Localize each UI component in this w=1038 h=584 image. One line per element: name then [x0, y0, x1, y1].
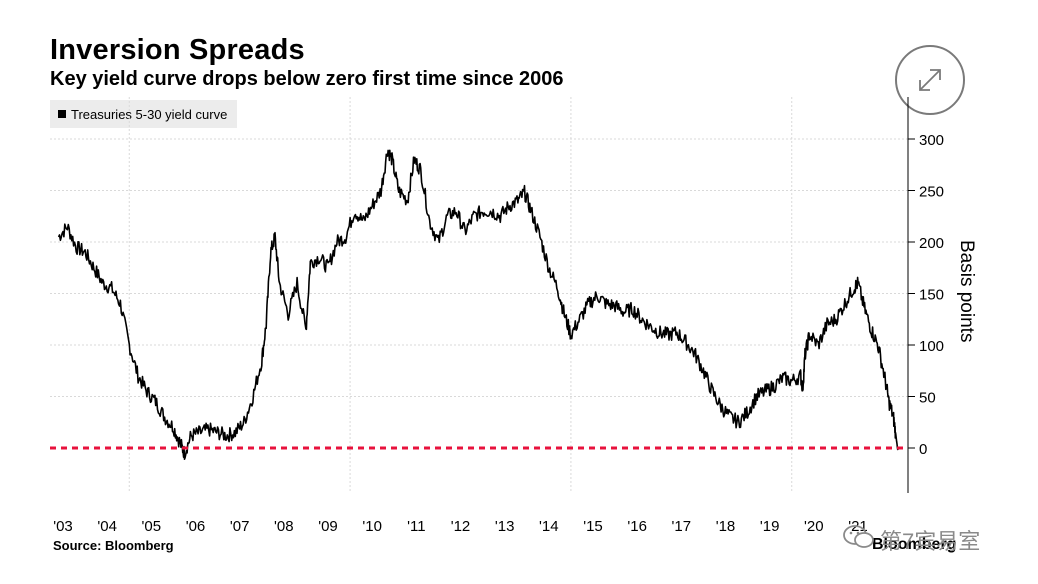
legend-swatch: [58, 110, 66, 118]
series-line: [57, 149, 899, 460]
x-tick-label: '15: [583, 518, 603, 535]
grid-lines: [50, 97, 908, 493]
legend-label: Treasuries 5-30 yield curve: [71, 106, 228, 122]
x-tick-label: '13: [495, 518, 515, 535]
y-tick-label: 50: [919, 390, 936, 407]
x-tick-label: '07: [230, 518, 250, 535]
x-tick-label: '09: [318, 518, 338, 535]
y-tick-label: 150: [919, 287, 944, 304]
x-tick-label: '08: [274, 518, 294, 535]
x-tick-label: '17: [672, 518, 692, 535]
expand-button[interactable]: [895, 45, 965, 115]
chart-subtitle: Key yield curve drops below zero first t…: [50, 68, 564, 90]
x-tick-label: '10: [362, 518, 382, 535]
legend: Treasuries 5-30 yield curve: [50, 100, 238, 128]
x-tick-label: '14: [539, 518, 559, 535]
x-tick-label: '11: [407, 518, 425, 535]
x-tick-label: '18: [716, 518, 736, 535]
source-note: Source: Bloomberg: [53, 538, 174, 553]
x-tick-label: '12: [451, 518, 471, 535]
x-tick-label: '06: [186, 518, 206, 535]
x-tick-label: '19: [760, 518, 780, 535]
x-tick-label: '04: [97, 518, 117, 535]
x-tick-label: '20: [804, 518, 824, 535]
x-tick-label: '03: [53, 518, 73, 535]
brand-logo: Bloomberg: [872, 536, 957, 553]
x-tick-label: '16: [627, 518, 647, 535]
y-tick-label: 300: [919, 132, 944, 149]
chart-title: Inversion Spreads: [50, 34, 305, 66]
axes: 0 50 100 150 200 250 300 Basis points '03 '04 '05 '…: [53, 97, 977, 535]
wechat-icon: [843, 525, 874, 548]
y-tick-label: 250: [919, 184, 944, 201]
y-tick-label: 100: [919, 338, 944, 355]
y-axis-label: Basis points: [956, 240, 977, 342]
series-layer: [57, 149, 899, 460]
expand-arrows-icon: [919, 69, 941, 91]
y-tick-label: 0: [919, 441, 927, 458]
watermark-text: 第7宾易室: [880, 529, 981, 554]
y-tick-label: 200: [919, 235, 944, 252]
x-tick-label: '05: [142, 518, 162, 535]
